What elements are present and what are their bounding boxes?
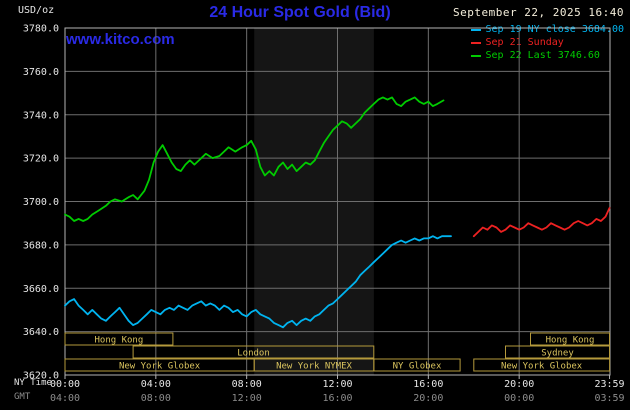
x-axis-ny-label: 00:00 xyxy=(50,379,80,390)
session-label: New York Globex xyxy=(119,362,201,372)
legend: Sep 19 NY close 3684.00 Sep 21 Sunday Sep … xyxy=(470,23,624,62)
session-box xyxy=(505,345,610,359)
y-axis-label: 3760.0 xyxy=(23,67,59,78)
session-label: Sydney xyxy=(541,349,574,359)
y-axis-label: 3700.0 xyxy=(23,197,59,208)
legend-label: Sep 21 Sunday xyxy=(485,37,564,48)
legend-item: Sep 21 Sunday xyxy=(470,36,624,49)
y-axis-label: 3620.0 xyxy=(23,371,59,382)
x-axis-ny-label: 20:00 xyxy=(504,379,534,390)
y-axis-label: 3640.0 xyxy=(23,327,59,338)
y-axis-label: 3720.0 xyxy=(23,154,59,165)
legend-label: Sep 19 NY close 3684.00 xyxy=(485,24,624,35)
x-axis-ny-time-label: NY Time xyxy=(14,378,52,388)
series-line-sep21 xyxy=(472,207,611,238)
session-box xyxy=(530,332,610,346)
y-axis-label: 3680.0 xyxy=(23,240,59,251)
x-axis-ny-label: 04:00 xyxy=(141,379,171,390)
series-line-sep19 xyxy=(64,235,452,329)
kitco-link[interactable]: www.kitco.com xyxy=(66,31,175,48)
legend-item: Sep 22 Last 3746.60 xyxy=(470,49,624,62)
session-box xyxy=(132,345,375,359)
session-label: Hong Kong xyxy=(546,336,595,346)
y-axis-label: 3740.0 xyxy=(23,110,59,121)
legend-swatch-icon xyxy=(470,28,481,31)
session-label: New York NYMEX xyxy=(276,362,352,372)
y-axis-label: 3780.0 xyxy=(23,24,59,35)
series-line-sep22 xyxy=(64,96,445,222)
x-axis-gmt-label: 20:00 xyxy=(413,393,443,404)
x-axis-gmt-label: 04:00 xyxy=(50,393,80,404)
x-axis-ny-label: 16:00 xyxy=(413,379,443,390)
legend-swatch-icon xyxy=(470,54,481,57)
legend-swatch-icon xyxy=(470,41,481,44)
chart-title: 24 Hour Spot Gold (Bid) xyxy=(209,4,391,21)
session-label: New York Globex xyxy=(501,362,583,372)
session-box xyxy=(373,358,461,372)
session-label: London xyxy=(237,349,270,359)
y-axis-units-label: USD/oz xyxy=(18,5,55,16)
x-axis-gmt-label: GMT xyxy=(14,392,31,402)
session-box xyxy=(473,358,611,372)
x-axis-gmt-label: 16:00 xyxy=(322,393,352,404)
session-label: NY Globex xyxy=(393,362,442,372)
session-label: Hong Kong xyxy=(95,336,144,346)
chart-datetime: September 22, 2025 16:40 xyxy=(453,6,624,19)
x-axis-gmt-label: 00:00 xyxy=(504,393,534,404)
legend-label: Sep 22 Last 3746.60 xyxy=(485,50,600,61)
x-axis-gmt-label: 08:00 xyxy=(141,393,171,404)
x-axis-gmt-label: 12:00 xyxy=(232,393,262,404)
x-axis-gmt-label: 03:59 xyxy=(594,393,624,404)
x-axis-ny-label: 23:59 xyxy=(594,379,624,390)
legend-item: Sep 19 NY close 3684.00 xyxy=(470,23,624,36)
session-box xyxy=(64,332,174,346)
y-axis-label: 3660.0 xyxy=(23,284,59,295)
x-axis-ny-label: 08:00 xyxy=(232,379,262,390)
x-axis-ny-label: 12:00 xyxy=(322,379,352,390)
